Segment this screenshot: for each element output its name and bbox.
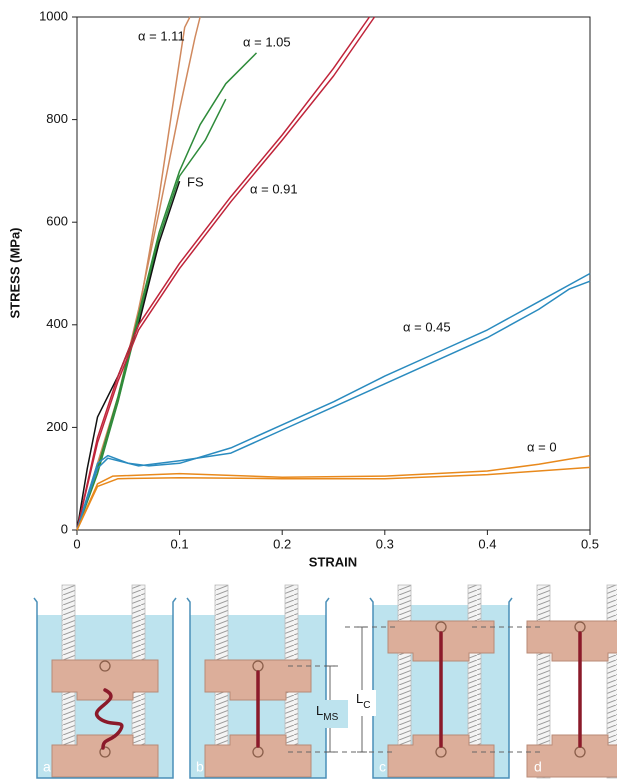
x-tick-label: 0.2 xyxy=(273,536,291,551)
panel: d xyxy=(526,584,617,779)
dimension-label: LMS xyxy=(316,703,339,722)
panel: a xyxy=(33,584,177,779)
panel-letter: b xyxy=(196,759,204,775)
plot-frame xyxy=(76,16,591,531)
x-axis-title: STRAIN xyxy=(309,554,357,569)
data-line xyxy=(76,466,591,531)
panel-letter: a xyxy=(43,759,51,775)
diagram: a b c d xyxy=(33,584,617,779)
y-tick-label: 200 xyxy=(46,419,68,434)
panel-letter: d xyxy=(534,759,542,775)
panel-letter: c xyxy=(379,759,386,775)
y-tick-label: 800 xyxy=(46,111,68,126)
curve-label: α = 0 xyxy=(527,439,557,454)
y-tick-label: 400 xyxy=(46,316,68,331)
x-tick-label: 0.5 xyxy=(581,536,599,551)
data-line xyxy=(76,16,376,531)
curve-label: α = 1.05 xyxy=(243,34,291,49)
data-line xyxy=(76,454,591,531)
dimension-main: L xyxy=(356,691,363,706)
dimension-main: L xyxy=(316,703,323,718)
x-tick-label: 0.3 xyxy=(376,536,394,551)
dimension-sub: C xyxy=(363,700,370,711)
curve-label: α = 0.91 xyxy=(250,181,298,196)
x-tick-label: 0 xyxy=(73,536,80,551)
data-line xyxy=(76,16,371,531)
panel: b xyxy=(186,584,330,779)
y-tick-label: 1000 xyxy=(39,8,68,23)
curve-label: FS xyxy=(187,174,204,189)
y-tick-label: 0 xyxy=(61,521,68,536)
data-line xyxy=(76,280,591,531)
dimension-sub: MS xyxy=(323,712,338,723)
y-tick-label: 600 xyxy=(46,214,68,229)
data-line xyxy=(76,52,258,531)
panel: c xyxy=(369,584,513,779)
curve-label: α = 1.11 xyxy=(138,28,185,43)
x-tick-label: 0.4 xyxy=(478,536,496,551)
x-tick-label: 0.1 xyxy=(171,536,189,551)
chart: STRAIN STRESS (MPa) 0 200 400 600 800 1000 0 0.… xyxy=(7,8,599,569)
y-axis-title: STRESS (MPa) xyxy=(7,227,22,318)
data-line xyxy=(76,272,591,531)
dimension-label: LC xyxy=(356,691,370,710)
curve-label: α = 0.45 xyxy=(403,319,451,334)
data-line xyxy=(76,16,201,531)
